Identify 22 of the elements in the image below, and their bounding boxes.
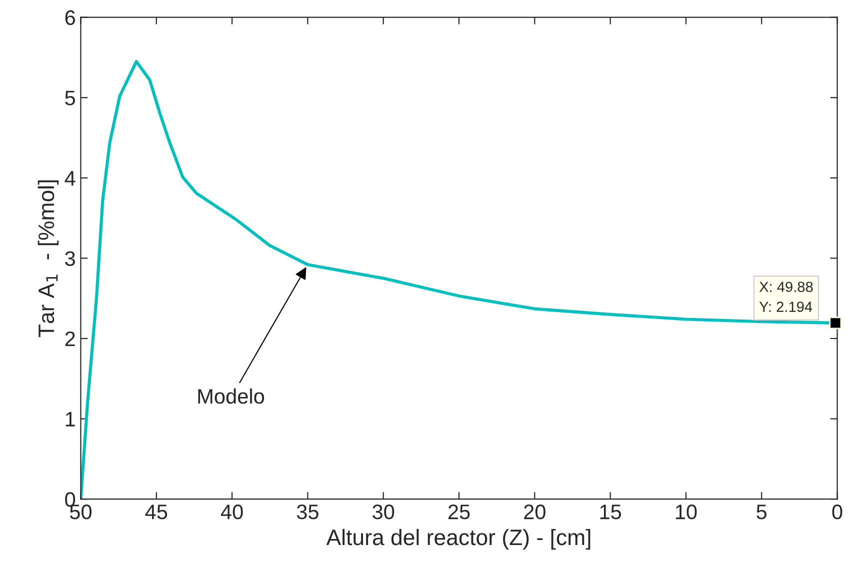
y-tick-label: 2 — [65, 332, 75, 346]
y-tick-label: 5 — [65, 90, 76, 106]
x-tick-label: 20 — [524, 504, 546, 520]
x-tick-label: 45 — [145, 504, 168, 520]
x-tick-label: 50 — [70, 504, 92, 520]
x-axis-title: Altura del reactor (Z) - [cm] — [326, 528, 590, 550]
y-tick-label: 1 — [66, 412, 75, 426]
x-tick-label: 35 — [296, 504, 318, 520]
y-tick-label: 4 — [64, 171, 76, 186]
y-tick-label: 0 — [65, 492, 76, 507]
x-tick-label: 25 — [448, 504, 470, 520]
x-tick-label: 40 — [220, 504, 243, 520]
annotation: X: 49.88 Y: 2.194 — [759, 282, 813, 312]
annotation: Modelo — [198, 388, 264, 404]
x-tick-label: 30 — [372, 504, 394, 520]
x-tick-label: 0 — [832, 504, 842, 520]
x-tick-label: 5 — [756, 504, 767, 520]
y-axis-title: Tar A$_{1}$ - [%mol] — [38, 180, 59, 338]
x-tick-label: 10 — [676, 504, 697, 520]
y-tick-label: 3 — [65, 251, 75, 266]
x-tick-label: 15 — [600, 504, 622, 520]
y-tick-label: 6 — [65, 10, 75, 26]
